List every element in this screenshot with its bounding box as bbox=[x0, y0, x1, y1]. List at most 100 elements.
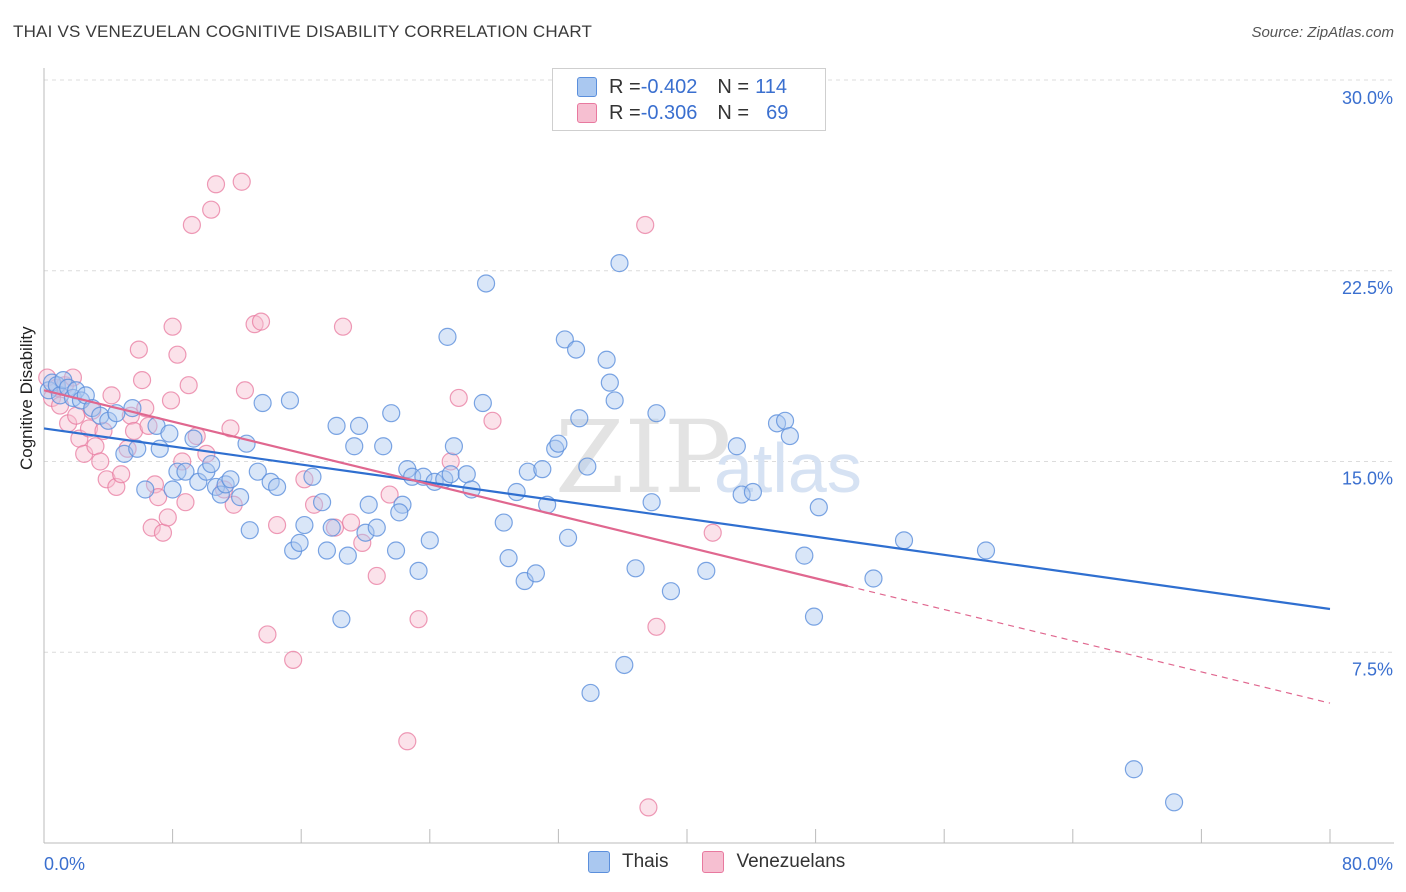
thais-point bbox=[494, 513, 513, 532]
thais-point bbox=[546, 439, 565, 458]
thais-point bbox=[231, 488, 250, 507]
venezuelans-point bbox=[124, 421, 144, 441]
thais-point bbox=[345, 437, 364, 456]
thais-point bbox=[473, 393, 492, 413]
thais-point bbox=[894, 531, 914, 550]
thais-point bbox=[221, 470, 240, 489]
thais-point bbox=[642, 493, 661, 512]
thais-point bbox=[605, 391, 624, 410]
thais-point bbox=[211, 485, 230, 504]
venezuelans-point bbox=[235, 381, 255, 400]
thais-point bbox=[566, 340, 586, 359]
venezuelans-point bbox=[161, 391, 181, 410]
venezuelans-point bbox=[398, 732, 417, 751]
axes bbox=[43, 68, 1394, 844]
thais-point bbox=[499, 549, 518, 568]
thais-point bbox=[303, 467, 322, 486]
venezuelans-point bbox=[267, 515, 287, 535]
thais-point bbox=[332, 610, 351, 629]
venezuelans-point bbox=[129, 340, 148, 359]
thais-point bbox=[615, 655, 634, 675]
thais-point bbox=[795, 546, 814, 565]
thais-point bbox=[284, 541, 303, 560]
thais-point bbox=[253, 393, 272, 413]
legend-row-venezuelans: R = -0.306 N = 69 bbox=[577, 100, 788, 126]
venezuelans-point bbox=[153, 523, 173, 542]
thais-point bbox=[240, 521, 259, 540]
venezuelans-point bbox=[380, 485, 399, 504]
venezuelans-point bbox=[79, 419, 99, 438]
thais-point bbox=[976, 541, 996, 560]
legend-item-venezuelans[interactable]: Venezuelans bbox=[702, 851, 845, 873]
tick-labels: 7.5% 15.0% 22.5% 30.0% 0.0% 80.0% bbox=[44, 88, 1393, 874]
thais-point bbox=[295, 515, 314, 535]
y-axis-label: Cognitive Disability bbox=[17, 326, 36, 470]
source-label: Source: ZipAtlas.com bbox=[1251, 24, 1394, 41]
thais-point bbox=[202, 454, 221, 474]
thais-point bbox=[581, 683, 600, 703]
thais-point bbox=[597, 350, 616, 369]
thais-point bbox=[359, 495, 378, 514]
legend-item-thais[interactable]: Thais bbox=[588, 851, 668, 873]
thais-point bbox=[290, 533, 309, 552]
thais-point bbox=[804, 607, 824, 626]
venezuelans-point bbox=[449, 388, 468, 408]
thais-point bbox=[558, 528, 578, 547]
venezuelans-point bbox=[224, 495, 243, 514]
thais-point bbox=[549, 434, 568, 453]
thais-point bbox=[457, 465, 476, 484]
venezuelans-point bbox=[142, 518, 161, 537]
venezuelans-point bbox=[173, 452, 192, 471]
watermark-atlas: atlas bbox=[714, 429, 862, 507]
venezuelans-point bbox=[353, 533, 372, 552]
venezuelans-point bbox=[176, 493, 195, 512]
thais-point bbox=[160, 424, 179, 443]
venezuelans-point bbox=[202, 200, 221, 219]
venezuelans-point bbox=[483, 411, 502, 430]
thais-point bbox=[216, 475, 235, 494]
thais-point bbox=[312, 493, 332, 512]
venezuelans-point bbox=[86, 437, 105, 456]
x-tick-label: 0.0% bbox=[44, 854, 85, 874]
venezuelans-point bbox=[367, 566, 386, 586]
thais-point bbox=[1164, 793, 1184, 812]
series-legend: Thais Venezuelans bbox=[588, 851, 879, 873]
thais-point bbox=[317, 541, 337, 560]
venezuelans-point bbox=[158, 508, 177, 527]
thais-point bbox=[184, 429, 203, 448]
venezuelans-point bbox=[636, 215, 655, 235]
r-label: R = bbox=[609, 101, 641, 124]
watermark-zip: ZIP bbox=[555, 399, 731, 516]
thais-point bbox=[327, 416, 346, 435]
r-label: R = bbox=[609, 75, 641, 98]
venezuelans-point bbox=[97, 470, 116, 489]
venezuelans-point bbox=[251, 312, 271, 331]
thais-points bbox=[39, 254, 1184, 812]
r-value: -0.306 bbox=[640, 101, 698, 124]
venezuelans-point bbox=[639, 798, 658, 817]
thais-point bbox=[390, 503, 409, 522]
thais-point bbox=[267, 477, 287, 497]
thais-point bbox=[280, 391, 300, 410]
thais-point bbox=[128, 439, 147, 458]
thais-point bbox=[626, 559, 645, 578]
thais-point bbox=[578, 457, 597, 476]
venezuelans-point bbox=[132, 371, 152, 390]
venezuelans-point bbox=[221, 419, 240, 438]
stats-legend: R = -0.402 N = 114 R = -0.306 N = 69 bbox=[552, 68, 826, 131]
venezuelans-point bbox=[168, 345, 187, 364]
venezuelans-point bbox=[333, 317, 353, 336]
thais-swatch bbox=[588, 851, 610, 873]
venezuelans-swatch bbox=[702, 851, 725, 873]
thais-point bbox=[409, 561, 428, 580]
venezuelans-point bbox=[182, 215, 201, 235]
venezuelans-point bbox=[703, 523, 722, 542]
thais-point bbox=[697, 561, 716, 580]
venezuelans-point bbox=[409, 610, 428, 629]
venezuelans-point bbox=[112, 465, 131, 484]
thais-point bbox=[732, 485, 751, 504]
thais-point bbox=[374, 437, 393, 456]
thais-point bbox=[600, 373, 619, 392]
thais-point bbox=[864, 569, 883, 588]
thais-point bbox=[382, 404, 401, 423]
